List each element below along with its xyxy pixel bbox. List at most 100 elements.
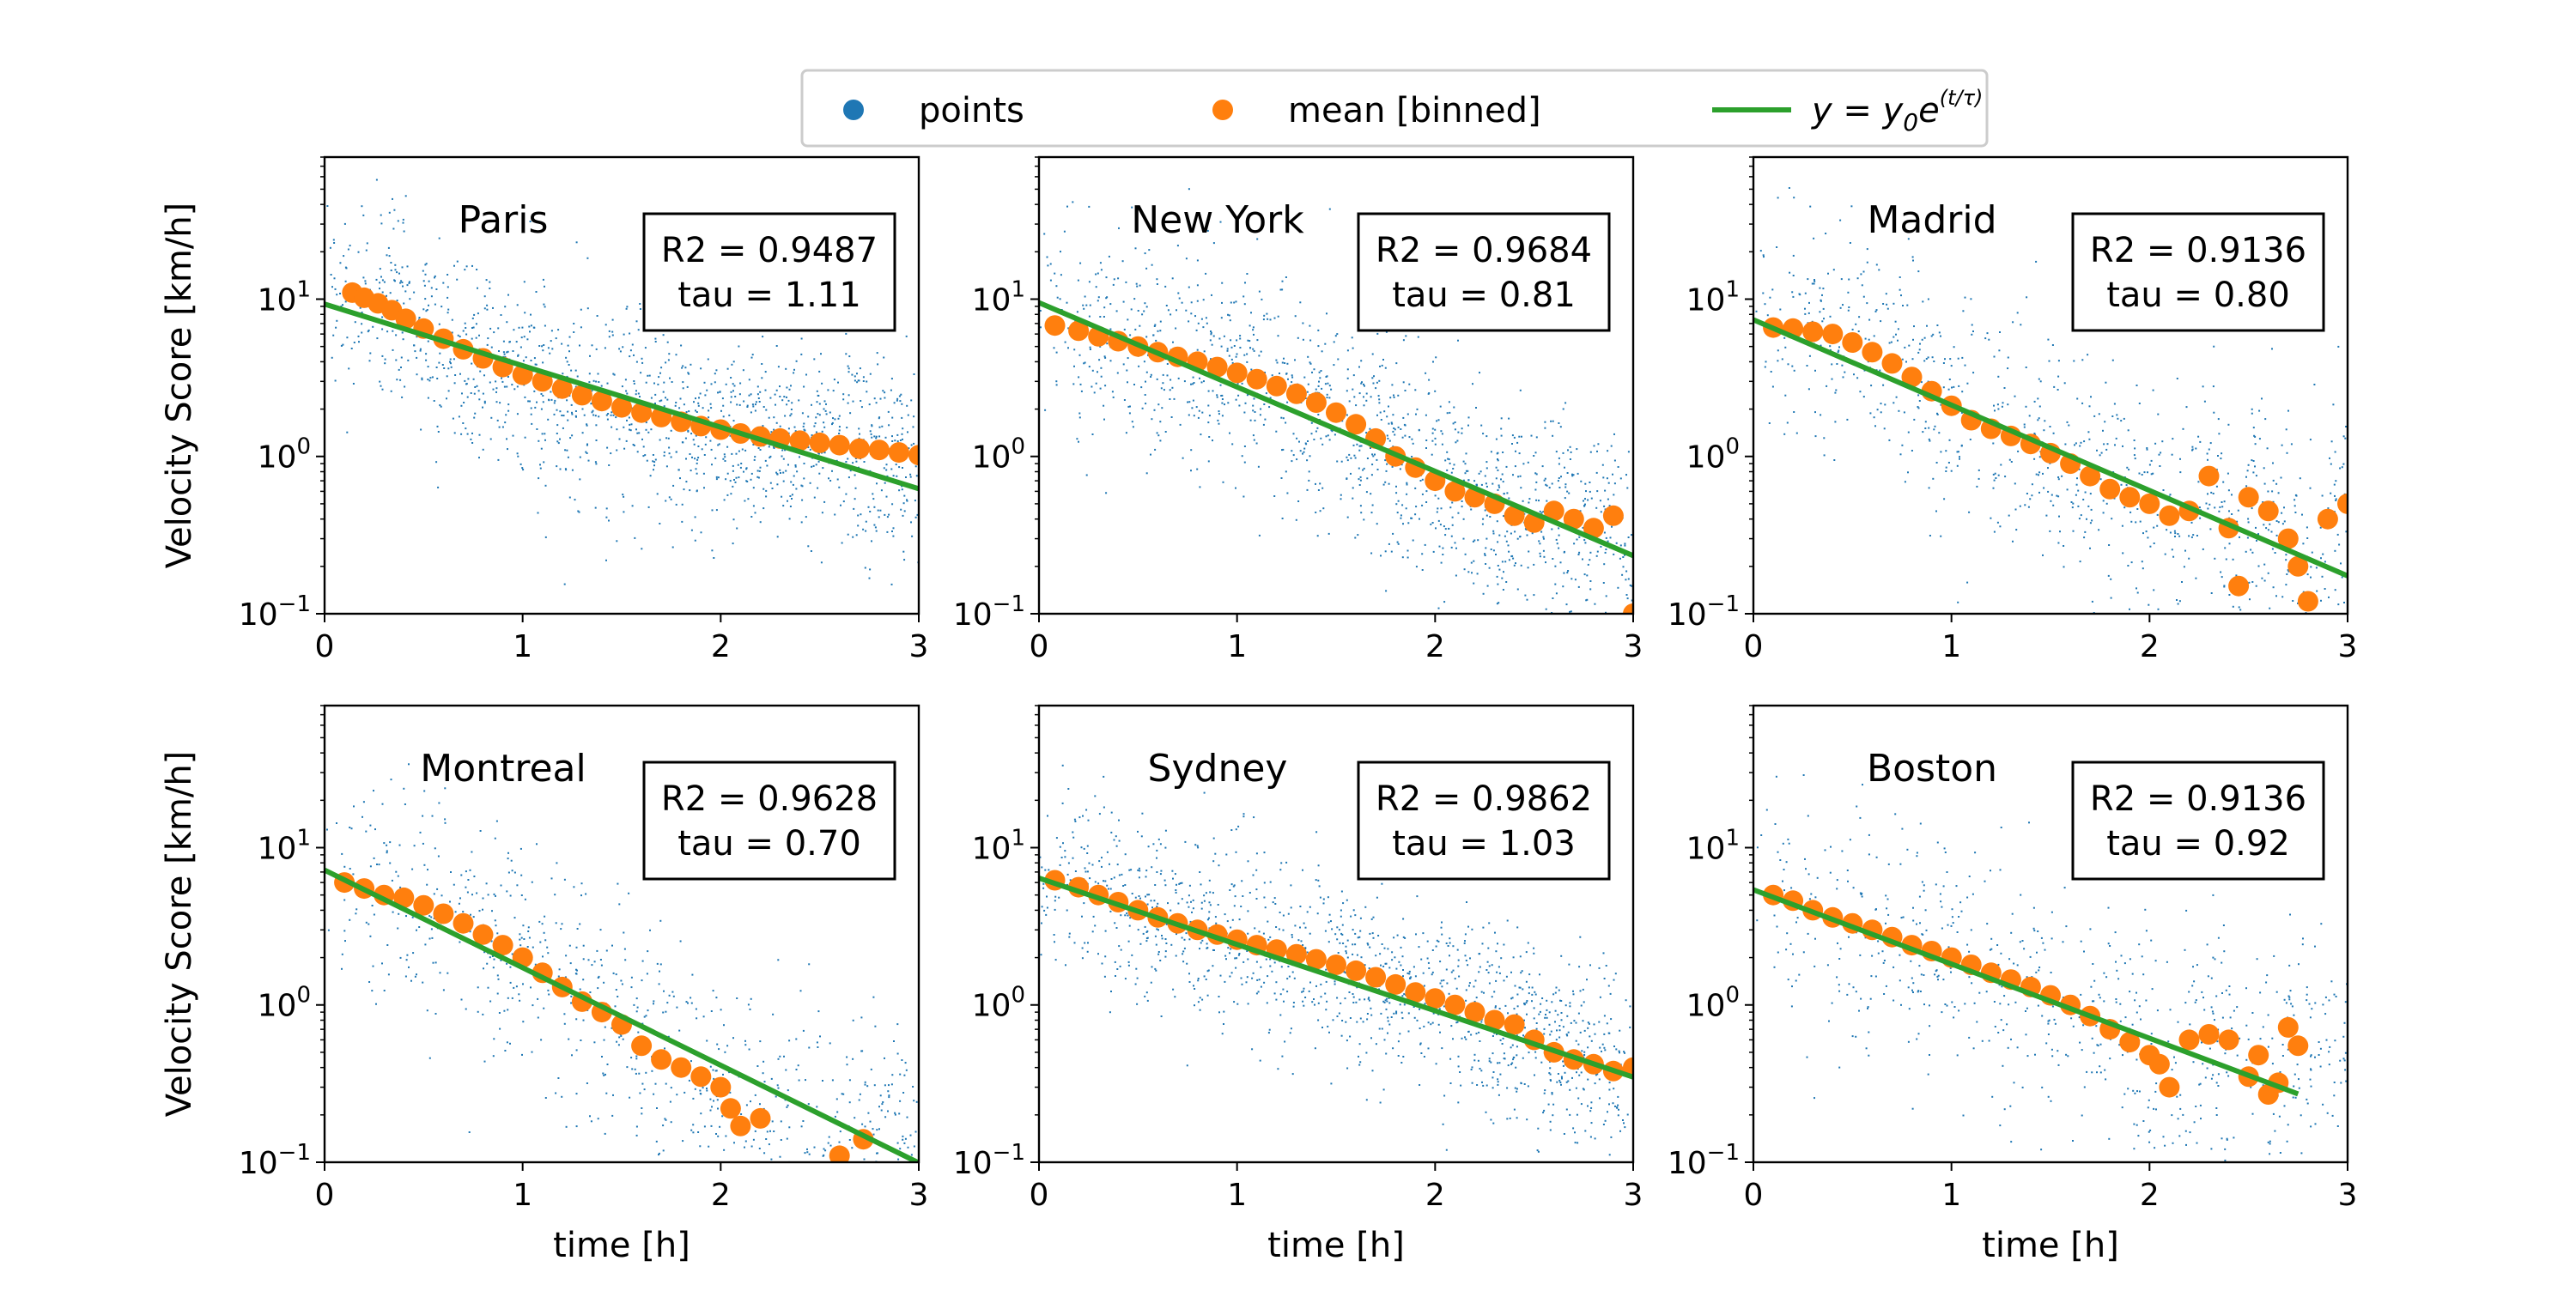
point [1611, 526, 1613, 528]
point [876, 1153, 878, 1155]
point [724, 1052, 726, 1053]
point [823, 501, 825, 503]
point [1096, 286, 1097, 288]
point [1172, 277, 1174, 279]
point [1554, 566, 1556, 567]
point [1291, 936, 1293, 938]
point [2105, 382, 2106, 384]
point [2239, 655, 2241, 657]
point [887, 516, 889, 518]
point [857, 515, 859, 517]
point [589, 355, 591, 357]
point [2218, 511, 2220, 512]
point [1150, 376, 1151, 378]
point [1170, 944, 1172, 946]
point [1549, 1033, 1551, 1035]
point [1536, 436, 1538, 438]
point [398, 876, 399, 877]
point [1999, 331, 2001, 333]
fit-line [325, 304, 919, 488]
mean-point [2318, 509, 2338, 530]
point [1440, 524, 1442, 525]
point [497, 327, 499, 329]
point [1455, 575, 1457, 577]
point [1501, 417, 1503, 419]
point [1563, 573, 1564, 574]
point [1533, 564, 1534, 566]
point [822, 467, 823, 469]
point [1356, 444, 1358, 445]
point [1391, 421, 1393, 423]
point [863, 376, 865, 378]
point [580, 1039, 581, 1041]
point [894, 439, 896, 441]
point [1535, 500, 1537, 501]
point [1146, 306, 1148, 307]
point [1900, 453, 1902, 455]
point [521, 336, 523, 338]
point [439, 324, 440, 325]
point [573, 331, 574, 333]
point [1478, 1032, 1479, 1033]
point [905, 1062, 907, 1064]
point [1467, 644, 1468, 646]
point [682, 441, 683, 443]
point [2227, 473, 2229, 475]
point [471, 265, 473, 267]
point [834, 418, 835, 420]
point [1616, 542, 1618, 544]
point [1506, 976, 1508, 978]
point [1573, 993, 1575, 995]
point [2227, 424, 2229, 426]
point [429, 1058, 431, 1059]
point [507, 376, 509, 378]
point [471, 442, 473, 444]
point [716, 476, 718, 478]
point [2026, 296, 2027, 298]
point [486, 279, 488, 281]
point [730, 402, 732, 403]
point [756, 1065, 758, 1067]
point [1823, 308, 1825, 310]
point [1489, 516, 1491, 518]
point [483, 393, 484, 395]
point [646, 1015, 647, 1016]
point [1449, 412, 1450, 414]
point [1467, 425, 1469, 427]
point [511, 384, 513, 385]
point [551, 399, 553, 401]
point [1321, 488, 1323, 489]
point [1527, 599, 1528, 601]
point [1575, 631, 1577, 633]
point [870, 373, 872, 375]
point [1309, 325, 1310, 327]
point [2273, 586, 2275, 588]
point [1488, 922, 1490, 924]
point [1404, 435, 1406, 437]
point [1170, 389, 1171, 391]
point [551, 330, 553, 331]
point [1564, 551, 1565, 553]
point [1217, 397, 1218, 398]
point [646, 429, 647, 431]
point [849, 1079, 851, 1081]
point [873, 524, 875, 526]
point [723, 415, 725, 417]
point [722, 1074, 724, 1076]
mean-point [1045, 315, 1066, 336]
point [2264, 483, 2266, 485]
point [1104, 955, 1106, 957]
point [1358, 450, 1360, 452]
point [1054, 273, 1055, 275]
point [697, 1131, 699, 1133]
point [1421, 553, 1423, 555]
point [2172, 556, 2174, 558]
point [2007, 403, 2008, 405]
point [1857, 277, 1859, 279]
point [542, 395, 544, 397]
point [708, 409, 709, 411]
point [693, 401, 695, 403]
point [1538, 500, 1540, 501]
point [790, 385, 792, 386]
point [704, 1125, 706, 1127]
